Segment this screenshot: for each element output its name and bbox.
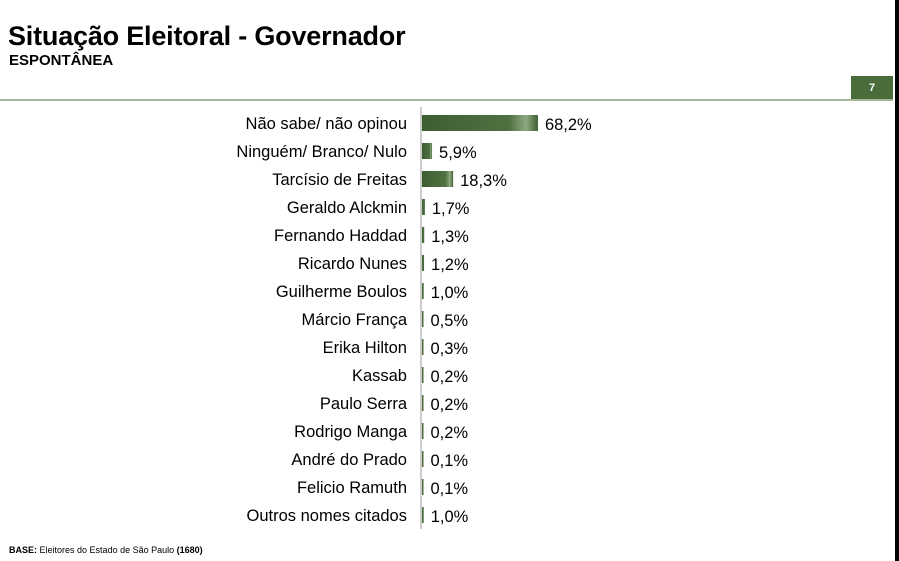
value-label: 0,3% <box>431 340 469 358</box>
category-label: Ninguém/ Branco/ Nulo <box>236 143 407 161</box>
chart-bar <box>422 479 424 495</box>
header-divider <box>0 99 893 101</box>
base-footnote: BASE: Eleitores do Estado de São Paulo (… <box>9 545 203 556</box>
chart-bar <box>422 171 454 187</box>
value-label: 0,2% <box>431 368 469 386</box>
page-title: Situação Eleitoral - Governador <box>8 21 406 51</box>
category-label: Kassab <box>352 367 407 385</box>
value-label: 1,7% <box>432 200 470 218</box>
category-label: Márcio França <box>302 311 408 329</box>
value-label: 1,2% <box>431 256 469 274</box>
value-label: 0,5% <box>431 312 469 330</box>
chart-bar <box>422 227 425 243</box>
value-label: 0,2% <box>431 396 469 414</box>
chart-bar <box>422 339 424 355</box>
page-number-badge: 7 <box>851 76 893 100</box>
chart-bar <box>422 507 424 523</box>
category-label: André do Prado <box>291 451 407 469</box>
value-label: 68,2% <box>545 116 592 134</box>
value-label: 5,9% <box>439 144 477 162</box>
slide-edge <box>895 0 899 561</box>
category-label: Outros nomes citados <box>247 507 408 525</box>
category-label: Não sabe/ não opinou <box>246 115 407 133</box>
value-label: 1,0% <box>431 508 469 526</box>
category-label: Rodrigo Manga <box>294 423 408 441</box>
chart-bar <box>422 395 424 411</box>
chart-bar <box>422 311 424 327</box>
category-label: Guilherme Boulos <box>276 283 407 301</box>
chart-bar <box>422 423 424 439</box>
category-label: Paulo Serra <box>320 395 408 413</box>
chart-bar <box>422 143 433 159</box>
value-label: 0,1% <box>431 452 469 470</box>
base-count: (1680) <box>176 545 203 555</box>
page-subtitle: ESPONTÂNEA <box>9 52 114 69</box>
category-label: Erika Hilton <box>323 339 407 357</box>
base-label: BASE: <box>9 545 38 555</box>
category-label: Tarcísio de Freitas <box>272 171 407 189</box>
base-text: Eleitores do Estado de São Paulo <box>39 545 175 555</box>
value-label: 0,1% <box>431 480 469 498</box>
value-label: 18,3% <box>460 172 507 190</box>
chart-bar <box>422 115 538 131</box>
value-label: 1,0% <box>431 284 469 302</box>
chart-bar <box>422 451 424 467</box>
category-label: Fernando Haddad <box>274 227 407 245</box>
value-label: 1,3% <box>431 228 469 246</box>
chart-bar <box>422 283 424 299</box>
chart-bar <box>422 367 424 383</box>
category-label: Felicio Ramuth <box>297 479 407 497</box>
chart-bar <box>422 255 425 271</box>
bar-chart: Não sabe/ não opinou Ninguém/ Branco/ Nul… <box>236 107 592 529</box>
chart-bar <box>422 199 425 215</box>
category-label: Geraldo Alckmin <box>287 199 407 217</box>
category-label: Ricardo Nunes <box>298 255 407 273</box>
value-label: 0,2% <box>431 424 469 442</box>
